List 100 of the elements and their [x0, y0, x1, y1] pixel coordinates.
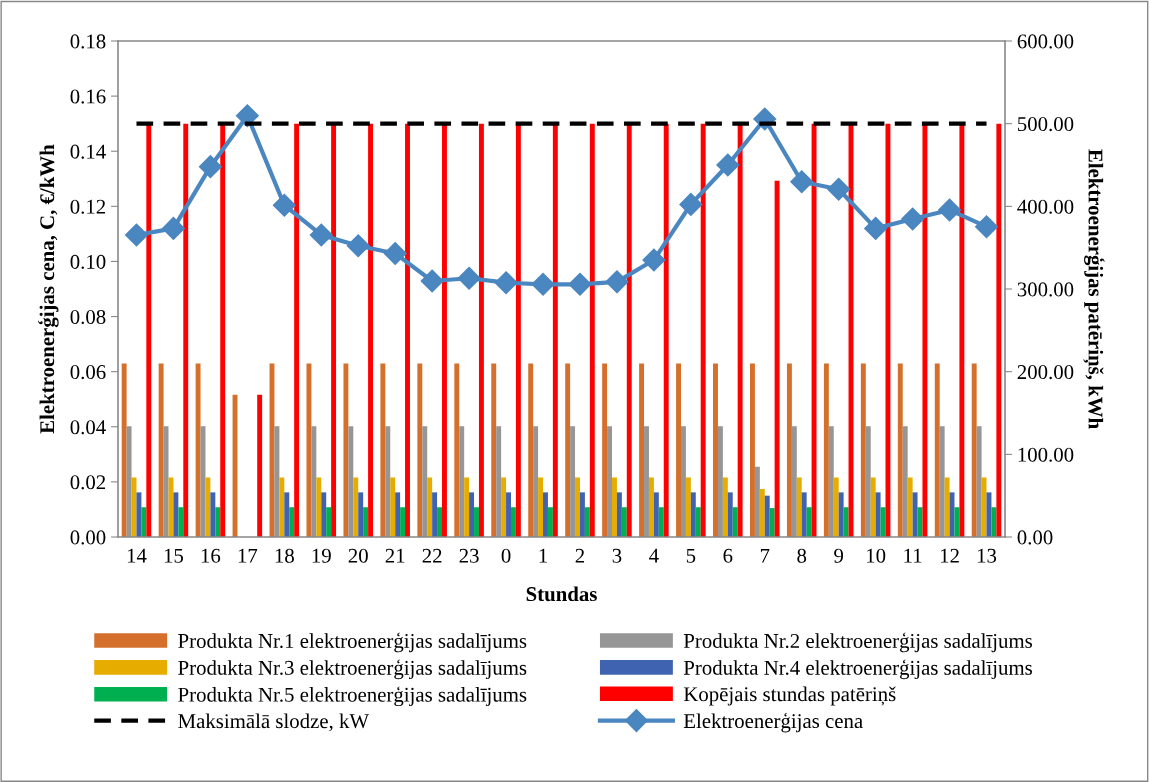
bar — [496, 426, 502, 537]
point — [124, 223, 148, 247]
point — [568, 272, 592, 296]
point — [272, 193, 296, 217]
bar — [321, 492, 327, 537]
bar — [178, 507, 184, 537]
x-tick-label: 6 — [723, 548, 733, 563]
bar — [533, 426, 539, 537]
bar — [621, 507, 627, 537]
y-tick-label: 0.12 — [70, 199, 106, 214]
bar — [343, 363, 349, 537]
legend-label: Elektroenerģijas cena — [683, 712, 863, 733]
x-tick-label: 9 — [834, 548, 844, 563]
bar — [506, 492, 511, 537]
bar — [279, 477, 285, 537]
bar — [501, 477, 507, 537]
bar — [417, 363, 423, 537]
x-tick-label: 3 — [612, 548, 622, 563]
bar — [437, 507, 442, 537]
y-tick-label: 0.00 — [70, 530, 106, 545]
bar — [326, 507, 332, 537]
y2-tick-label: 400.00 — [1017, 199, 1074, 214]
x-tick-label: 16 — [201, 548, 221, 563]
x-axis-title: Stundas — [526, 586, 597, 602]
bar — [442, 123, 447, 537]
bar — [658, 507, 664, 537]
bar — [274, 426, 280, 537]
point — [827, 177, 851, 201]
y-tick-label: 0.06 — [70, 365, 106, 380]
bar — [806, 507, 812, 537]
bar — [722, 477, 728, 537]
bar — [791, 426, 797, 537]
bar — [616, 492, 622, 537]
bar — [400, 507, 406, 537]
point — [642, 248, 666, 272]
bar — [491, 363, 497, 537]
bar — [713, 363, 718, 537]
bar — [939, 426, 945, 537]
bar — [717, 426, 723, 537]
bar — [833, 477, 839, 537]
bar — [912, 492, 918, 537]
y-tick-label: 0.04 — [70, 420, 106, 435]
legend-label: Produkta Nr.3 elektroenerģijas sadalījums — [178, 659, 527, 680]
x-tick-label: 19 — [312, 548, 331, 563]
bar — [700, 123, 706, 537]
bar — [405, 123, 410, 537]
bar — [976, 426, 982, 537]
bar — [141, 507, 147, 537]
bar — [220, 123, 226, 537]
bar — [801, 492, 807, 537]
legend-label: Produkta Nr.5 elektroenerģijas sadalījums — [178, 686, 527, 707]
bar — [284, 492, 290, 537]
y-tick-label: 0.18 — [70, 34, 106, 49]
point — [457, 266, 481, 290]
x-tick-label: 14 — [127, 548, 147, 563]
bar — [981, 477, 987, 537]
bar — [163, 426, 169, 537]
bar — [257, 394, 263, 537]
point — [531, 272, 555, 296]
bar — [880, 507, 886, 537]
bar — [727, 492, 733, 537]
bar — [944, 477, 950, 537]
bar — [823, 363, 829, 537]
bar — [754, 466, 760, 537]
bar — [959, 123, 965, 537]
x-tick-label: 13 — [977, 548, 997, 563]
y-axis-title: Elektroenerģijas cena, C, €/kWh — [38, 144, 59, 434]
bar — [774, 180, 780, 537]
bar — [749, 363, 755, 537]
x-tick-label: 21 — [385, 548, 405, 563]
y2-axis-title: Elektroenerģijas patēriņš, kWh — [1083, 149, 1105, 429]
legend-label: Produkta Nr.2 elektroenerģijas sadalījums — [683, 632, 1032, 653]
bar — [528, 363, 534, 537]
bar — [828, 426, 834, 537]
x-tick-label: 11 — [904, 548, 922, 563]
y-tick-label: 0.02 — [70, 475, 106, 490]
bar — [663, 123, 669, 537]
y2-tick-label: 0.00 — [1017, 530, 1053, 545]
bar — [954, 507, 960, 537]
bar — [126, 426, 132, 537]
bar — [136, 492, 142, 537]
bar — [395, 492, 401, 537]
bar — [685, 477, 691, 537]
bar — [648, 477, 654, 537]
y2-tick-label: 100.00 — [1018, 447, 1074, 462]
point — [235, 104, 259, 128]
bar — [146, 123, 152, 537]
point — [346, 234, 370, 258]
bar — [870, 477, 876, 537]
bar — [173, 492, 179, 537]
bar — [612, 477, 617, 537]
x-tick-label: 0 — [501, 548, 511, 563]
bar — [786, 363, 792, 537]
bar — [215, 507, 221, 537]
bar — [796, 477, 802, 537]
point — [716, 153, 740, 177]
x-tick-label: 23 — [459, 548, 479, 563]
bar — [289, 507, 295, 537]
bar — [589, 123, 595, 537]
y-tick-label: 0.08 — [70, 309, 106, 325]
